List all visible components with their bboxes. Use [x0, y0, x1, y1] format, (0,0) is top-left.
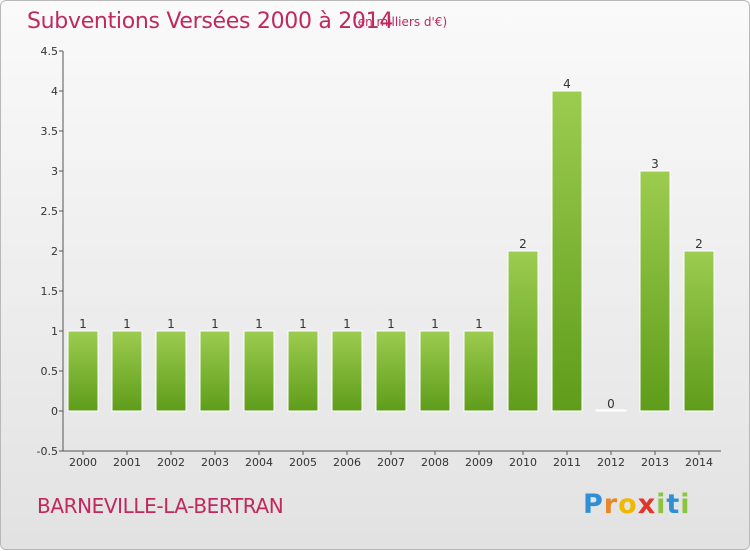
x-tick: 2003 — [201, 451, 229, 469]
x-tick-label: 2003 — [201, 456, 229, 469]
x-tick: 2000 — [69, 451, 97, 469]
x-tick-label: 2007 — [377, 456, 405, 469]
bar-2009 — [463, 330, 495, 412]
bar-value-label: 4 — [563, 77, 571, 91]
bar-2013 — [639, 170, 671, 412]
bar-2004 — [243, 330, 275, 412]
bar-2001 — [111, 330, 143, 412]
x-tick: 2009 — [465, 451, 493, 469]
y-tick: 3 — [51, 165, 63, 178]
bar-value-label: 1 — [475, 317, 483, 331]
y-tick: 2.5 — [41, 205, 63, 218]
x-tick-label: 2010 — [509, 456, 537, 469]
x-tick: 2002 — [157, 451, 185, 469]
x-tick: 2007 — [377, 451, 405, 469]
bar-value-label: 1 — [431, 317, 439, 331]
proxiti-logo[interactable]: Proxiti — [583, 489, 691, 520]
x-tick-label: 2001 — [113, 456, 141, 469]
commune-name: BARNEVILLE-LA-BERTRAN — [37, 494, 284, 518]
y-tick-label: 3.5 — [41, 125, 59, 138]
x-tick: 2001 — [113, 451, 141, 469]
chart-title: Subventions Versées 2000 à 2014 — [27, 9, 394, 34]
y-tick: 0.5 — [41, 365, 63, 378]
bar-2012 — [595, 409, 627, 412]
y-tick: 4 — [51, 85, 63, 98]
x-tick: 2013 — [641, 451, 669, 469]
bar-value-label: 0 — [607, 397, 615, 411]
y-tick-label: 2.5 — [41, 205, 59, 218]
y-tick-label: 2 — [51, 245, 58, 258]
y-tick-label: 0.5 — [41, 365, 59, 378]
x-tick-label: 2011 — [553, 456, 581, 469]
y-tick: 0 — [51, 405, 63, 418]
x-tick: 2012 — [597, 451, 625, 469]
x-tick-label: 2014 — [685, 456, 713, 469]
bar-2000 — [67, 330, 99, 412]
y-tick-label: -0.5 — [37, 445, 58, 458]
y-tick-label: 4 — [51, 85, 58, 98]
bar-value-label: 2 — [519, 237, 527, 251]
x-tick-label: 2009 — [465, 456, 493, 469]
bar-2011 — [551, 90, 583, 412]
y-tick: -0.5 — [37, 445, 63, 458]
bar-2007 — [375, 330, 407, 412]
x-tick: 2006 — [333, 451, 361, 469]
x-tick: 2010 — [509, 451, 537, 469]
bar-value-label: 1 — [255, 317, 263, 331]
x-tick: 2011 — [553, 451, 581, 469]
bar-2005 — [287, 330, 319, 412]
y-tick: 1.5 — [41, 285, 63, 298]
bar-value-label: 2 — [695, 237, 703, 251]
bar-value-label: 1 — [123, 317, 131, 331]
bar-value-label: 1 — [167, 317, 175, 331]
y-tick: 2 — [51, 245, 63, 258]
bar-2003 — [199, 330, 231, 412]
y-tick-label: 1 — [51, 325, 58, 338]
y-tick: 4.5 — [41, 45, 63, 58]
x-tick-label: 2008 — [421, 456, 449, 469]
y-tick-label: 1.5 — [41, 285, 59, 298]
x-tick: 2008 — [421, 451, 449, 469]
bar-2006 — [331, 330, 363, 412]
bar-value-label: 3 — [651, 157, 659, 171]
bar-value-label: 1 — [343, 317, 351, 331]
x-tick: 2005 — [289, 451, 317, 469]
x-tick: 2004 — [245, 451, 273, 469]
x-tick-label: 2004 — [245, 456, 273, 469]
bar-value-label: 1 — [211, 317, 219, 331]
x-tick-label: 2013 — [641, 456, 669, 469]
x-tick-label: 2000 — [69, 456, 97, 469]
chart-subtitle: (en milliers d'€) — [353, 15, 448, 29]
y-tick-label: 4.5 — [41, 45, 59, 58]
bar-2014 — [683, 250, 715, 412]
y-tick: 1 — [51, 325, 63, 338]
x-tick-label: 2002 — [157, 456, 185, 469]
y-tick: 3.5 — [41, 125, 63, 138]
bar-value-label: 1 — [79, 317, 87, 331]
x-tick-label: 2005 — [289, 456, 317, 469]
bar-value-label: 1 — [387, 317, 395, 331]
bar-2002 — [155, 330, 187, 412]
y-tick-label: 3 — [51, 165, 58, 178]
bar-2010 — [507, 250, 539, 412]
x-tick-label: 2012 — [597, 456, 625, 469]
x-tick: 2014 — [685, 451, 713, 469]
bar-value-label: 1 — [299, 317, 307, 331]
bar-2008 — [419, 330, 451, 412]
x-tick-label: 2006 — [333, 456, 361, 469]
y-tick-label: 0 — [51, 405, 58, 418]
